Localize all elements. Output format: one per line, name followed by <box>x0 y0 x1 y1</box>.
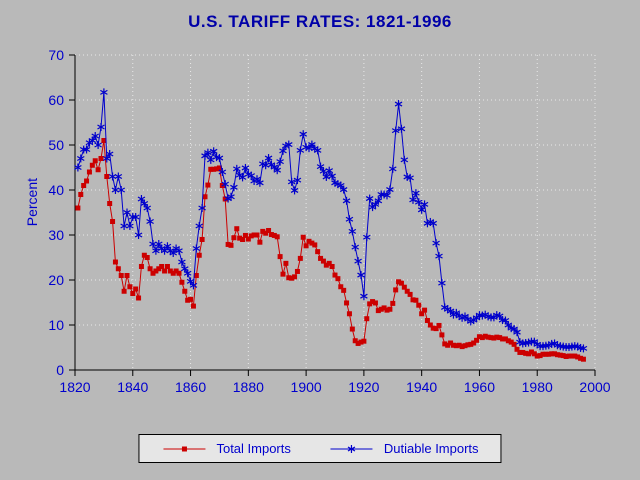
square-marker-icon <box>163 446 206 451</box>
svg-text:1960: 1960 <box>464 379 495 395</box>
svg-text:30: 30 <box>48 227 64 243</box>
legend-label-total-imports: Total Imports <box>216 441 291 456</box>
svg-text:50: 50 <box>48 137 64 153</box>
tick-labels: 1820 1840 1860 1880 1900 1920 1940 1960 1980 2000… <box>48 47 610 395</box>
series-total-imports <box>75 138 586 362</box>
svg-text:1880: 1880 <box>233 379 264 395</box>
svg-text:1980: 1980 <box>522 379 553 395</box>
legend-item-dutiable-imports: Dutiable Imports <box>329 441 479 456</box>
svg-text:40: 40 <box>48 182 64 198</box>
svg-text:1940: 1940 <box>406 379 437 395</box>
svg-text:0: 0 <box>56 362 64 378</box>
series-dutiable-imports <box>74 88 588 353</box>
chart-title: U.S. TARIFF RATES: 1821-1996 <box>188 12 452 31</box>
svg-text:1920: 1920 <box>348 379 379 395</box>
axes <box>69 54 596 376</box>
asterisk-marker-icon <box>330 444 373 453</box>
legend-item-total-imports: Total Imports <box>161 441 291 456</box>
chart-legend: Total Imports Dutiable Imports <box>138 434 502 463</box>
svg-text:1840: 1840 <box>117 379 148 395</box>
svg-text:2000: 2000 <box>579 379 610 395</box>
svg-text:20: 20 <box>48 272 64 288</box>
legend-label-dutiable-imports: Dutiable Imports <box>383 441 479 456</box>
svg-text:1860: 1860 <box>175 379 206 395</box>
svg-text:1900: 1900 <box>291 379 322 395</box>
gridlines <box>75 54 596 370</box>
svg-text:10: 10 <box>48 317 64 333</box>
svg-text:60: 60 <box>48 92 64 108</box>
svg-text:70: 70 <box>48 47 64 63</box>
svg-text:1820: 1820 <box>59 379 90 395</box>
